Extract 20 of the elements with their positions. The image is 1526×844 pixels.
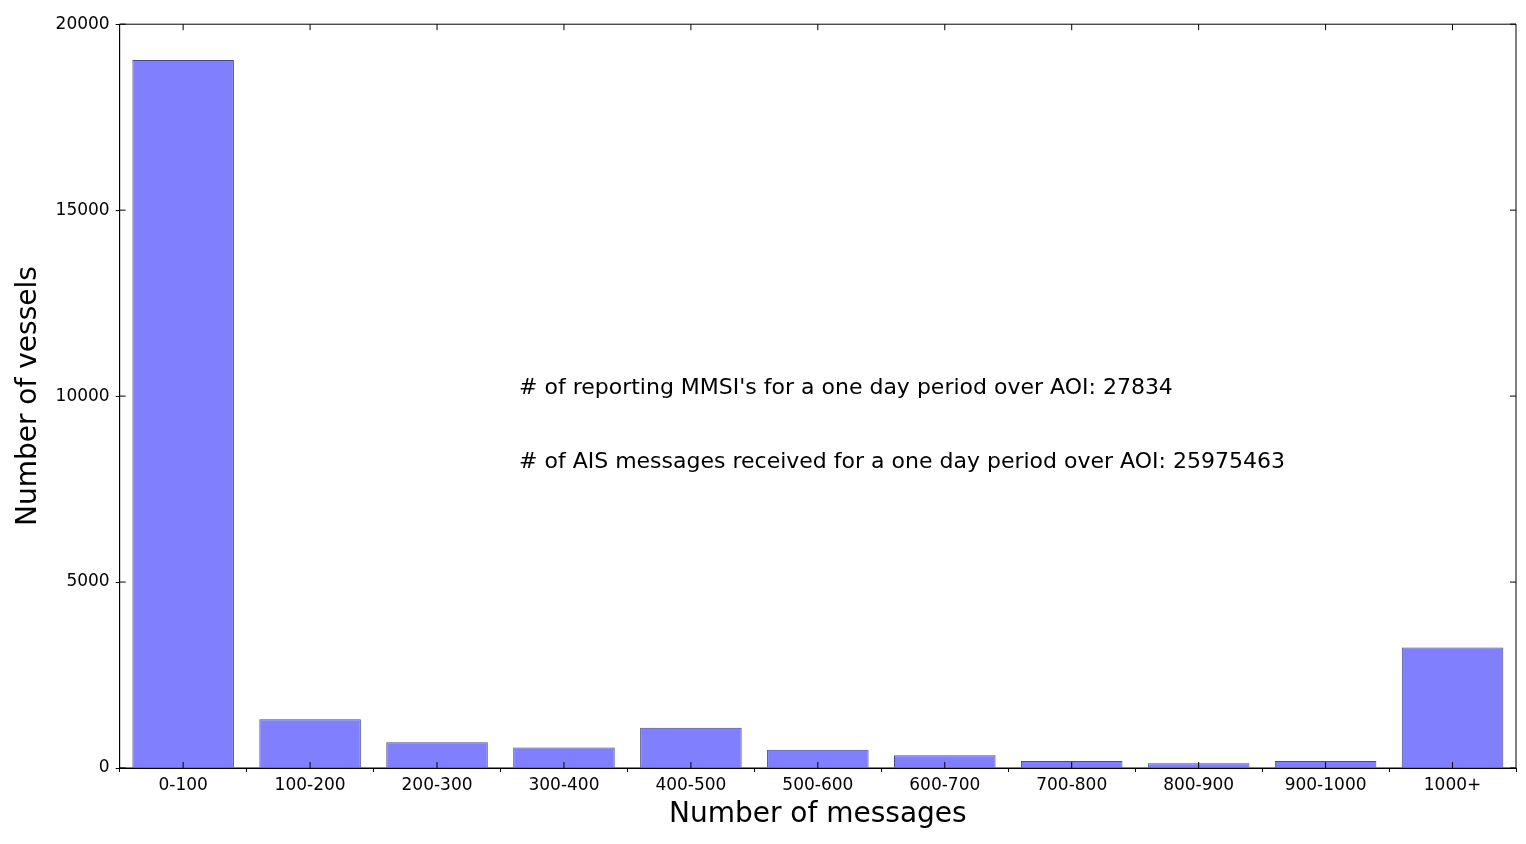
x-tick-label: 0-100 [158,773,208,794]
y-tick-label: 0 [98,756,110,777]
annotation: # of reporting MMSI's for a one day period over AOI: 27834 [519,373,1173,399]
y-tick-label: 10000 [55,384,110,405]
x-tick-label: 1000+ [1423,773,1482,794]
x-tick-label: 100-200 [274,773,346,794]
y-tick-label: 5000 [66,570,110,591]
y-axis-title: Number of vessels [10,266,44,527]
x-axis-title: Number of messages [668,796,967,830]
x-tick-label: 200-300 [401,773,473,794]
x-tick-label: 500-600 [782,773,854,794]
x-tick-label: 600-700 [909,773,981,794]
y-tick-label: 20000 [55,12,110,33]
annotation: # of AIS messages received for a one day period over AOI: 25975463 [519,448,1285,474]
y-tick-label: 15000 [55,198,110,219]
x-tick-label: 800-900 [1163,773,1235,794]
x-tick-label: 300-400 [528,773,600,794]
x-tick-label: 700-800 [1036,773,1108,794]
x-tick-label: 900-1000 [1284,773,1367,794]
x-tick-label: 400-500 [655,773,727,794]
